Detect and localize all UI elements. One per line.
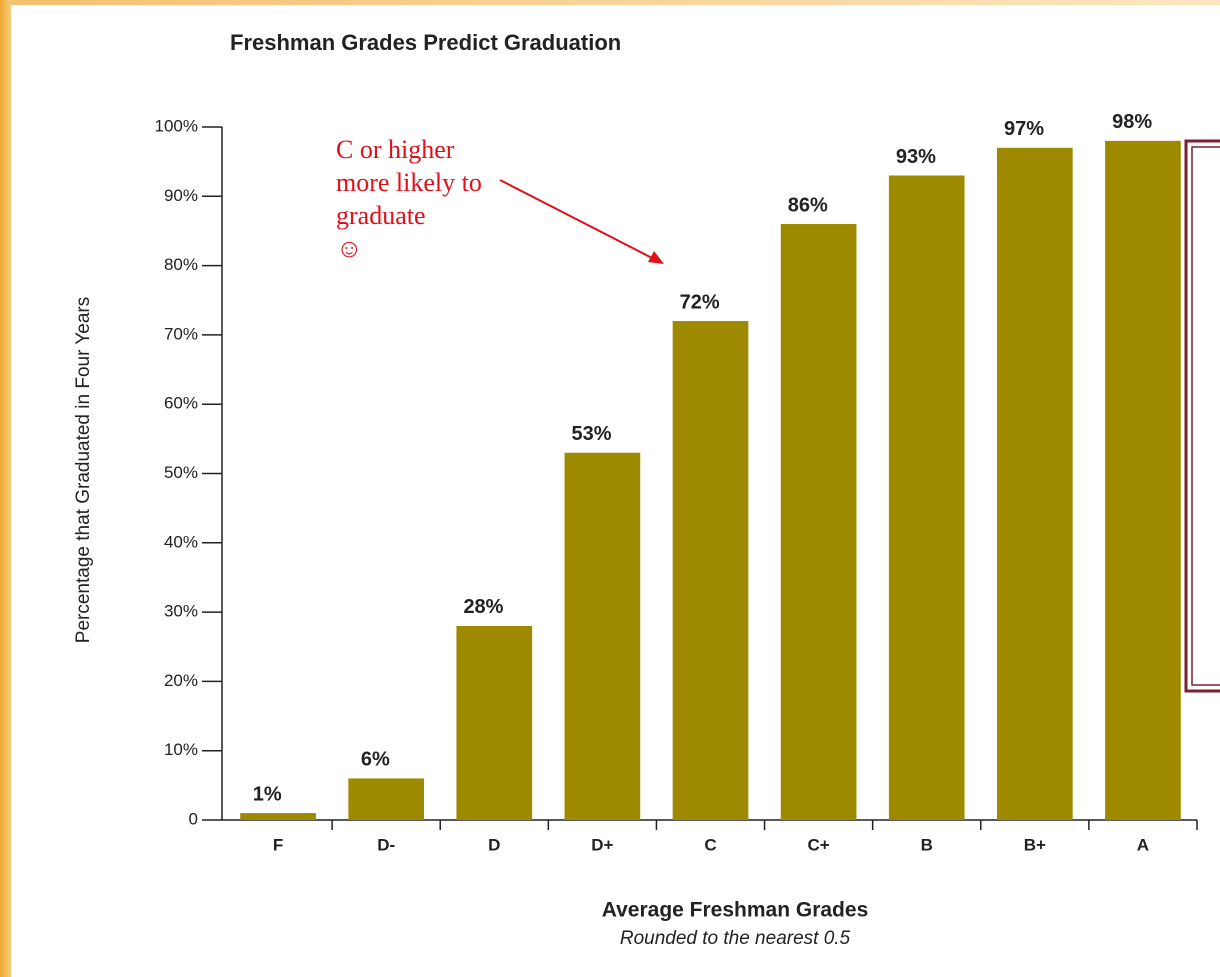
y-axis-label: Percentage that Graduated in Four Years — [73, 297, 94, 643]
bar — [1105, 140, 1181, 821]
annotation: more likely to — [336, 168, 482, 197]
value-label: 1% — [253, 783, 282, 805]
x-axis-label: Average Freshman Grades — [602, 899, 869, 922]
value-label: 98% — [1112, 111, 1152, 133]
arrow-head — [648, 251, 664, 264]
value-label: 53% — [572, 423, 612, 445]
bar — [564, 452, 641, 820]
annotation: ☺ — [336, 234, 363, 263]
y-tick-label: 80% — [164, 255, 198, 274]
annotation: C or higher — [336, 135, 455, 164]
side-box — [1184, 139, 1220, 693]
bar — [348, 778, 425, 820]
x-tick-label: F — [273, 835, 283, 854]
bar — [996, 147, 1073, 821]
bar — [672, 321, 749, 820]
x-tick-label: D — [488, 835, 500, 854]
top-border — [0, 0, 1220, 5]
chart-title: Freshman Grades Predict Graduation — [230, 30, 621, 55]
value-label: 97% — [1004, 118, 1044, 140]
side-box-inner — [1191, 146, 1220, 686]
annotation: graduate — [336, 201, 426, 230]
bar — [888, 175, 965, 820]
y-tick-label: 40% — [164, 532, 198, 551]
value-label: 28% — [463, 596, 503, 618]
x-tick-label: B — [921, 835, 933, 854]
bar — [780, 224, 857, 820]
y-tick-label: 60% — [164, 394, 198, 413]
value-label: 93% — [896, 146, 936, 168]
y-tick-label: 0 — [189, 809, 198, 828]
y-tick-label: 10% — [164, 740, 198, 759]
bar — [456, 625, 533, 820]
y-tick-label: 50% — [164, 463, 198, 482]
value-label: 86% — [788, 194, 828, 216]
x-tick-label: D- — [377, 835, 395, 854]
x-tick-label: D+ — [591, 835, 613, 854]
x-tick-label: C — [704, 835, 716, 854]
x-axis-note: Rounded to the nearest 0.5 — [620, 928, 851, 949]
y-tick-label: 90% — [164, 186, 198, 205]
annotation-arrow — [499, 179, 653, 259]
bar — [240, 813, 316, 820]
y-tick-label: 30% — [164, 602, 198, 621]
left-border — [0, 0, 11, 977]
x-tick-label: A — [1137, 835, 1149, 854]
y-tick-label: 70% — [164, 324, 198, 343]
y-tick-label: 100% — [155, 116, 198, 135]
y-tick-label: 20% — [164, 671, 198, 690]
value-label: 72% — [680, 291, 720, 313]
x-tick-label: C+ — [808, 835, 830, 854]
value-label: 6% — [361, 749, 390, 771]
x-tick-label: B+ — [1024, 835, 1046, 854]
